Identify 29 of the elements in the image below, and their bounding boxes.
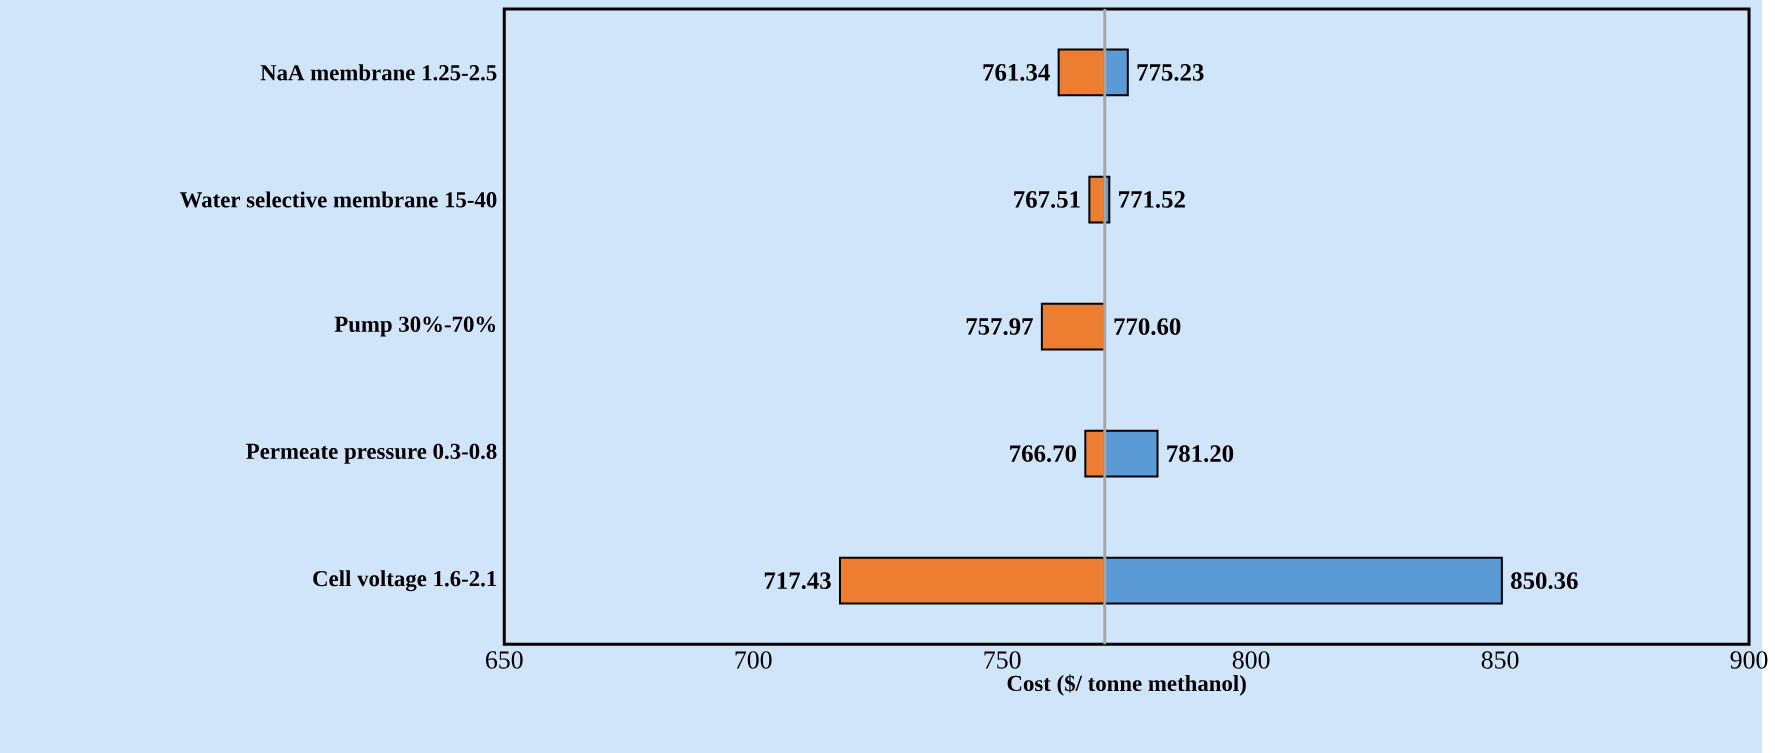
y-tick-label: Pump 30%-70% [334, 316, 496, 337]
annotation: 775.23 [1137, 63, 1204, 81]
annotation: 767.51 [1014, 190, 1080, 208]
annotation: 761.34 [983, 63, 1050, 81]
bar [839, 556, 1106, 605]
bar [1103, 556, 1503, 605]
annotation: 781.20 [1167, 445, 1234, 462]
annotation: 770.60 [1114, 317, 1181, 335]
annotation: 757.97 [966, 317, 1033, 335]
x-tick-label: 650 [486, 651, 523, 669]
bar [1084, 429, 1106, 478]
x-tick-label: 700 [735, 651, 772, 669]
x-tick-label: 800 [1232, 651, 1270, 669]
bar [1103, 429, 1159, 478]
annotation: 717.43 [764, 572, 831, 589]
annotation: 850.36 [1511, 572, 1578, 589]
bar [1057, 48, 1106, 97]
x-tick-label: 850 [1481, 651, 1519, 669]
y-tick-label: NaA membrane 1.25-2.5 [260, 64, 497, 81]
y-tick-label: Cell voltage 1.6-2.1 [313, 570, 497, 591]
bar [1103, 48, 1129, 97]
bar [1040, 302, 1106, 351]
y-tick-label: Water selective membrane 15-40 [179, 191, 497, 208]
annotation: 771.52 [1119, 190, 1185, 208]
y-tick-label: Permeate pressure 0.3-0.8 [246, 443, 497, 464]
x-axis-title: Cost ($/ tonne methanol) [1007, 674, 1246, 696]
x-tick-label: 900 [1730, 651, 1768, 669]
annotation: 766.70 [1010, 445, 1077, 462]
x-tick-label: 750 [984, 651, 1021, 669]
